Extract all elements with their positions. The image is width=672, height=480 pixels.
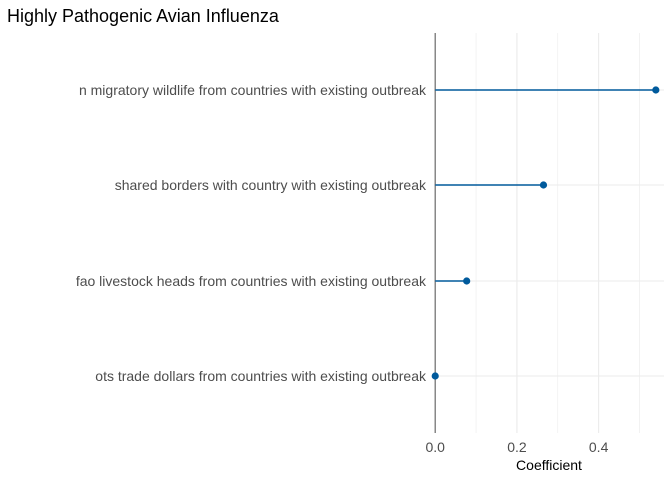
y-tick-label: fao livestock heads from countries with … bbox=[76, 273, 427, 289]
y-tick-label: n migratory wildlife from countries with… bbox=[79, 82, 427, 98]
x-axis-ticks: 0.0 0.2 0.4 bbox=[425, 439, 608, 455]
x-tick-label: 0.2 bbox=[507, 439, 527, 455]
x-axis-label: Coefficient bbox=[516, 457, 582, 473]
data-point bbox=[539, 181, 548, 189]
chart-title: Highly Pathogenic Avian Influenza bbox=[7, 6, 280, 26]
y-tick-label: ots trade dollars from countries with ex… bbox=[95, 368, 427, 384]
x-tick-label: 0.0 bbox=[425, 439, 445, 455]
data-point bbox=[431, 372, 439, 380]
data-point bbox=[463, 277, 471, 285]
grid bbox=[434, 33, 664, 433]
y-axis-labels: n migratory wildlife from countries with… bbox=[76, 82, 427, 384]
marks bbox=[431, 86, 660, 380]
y-tick-label: shared borders with country with existin… bbox=[115, 177, 427, 193]
x-tick-label: 0.4 bbox=[589, 439, 609, 455]
data-point bbox=[652, 86, 660, 94]
